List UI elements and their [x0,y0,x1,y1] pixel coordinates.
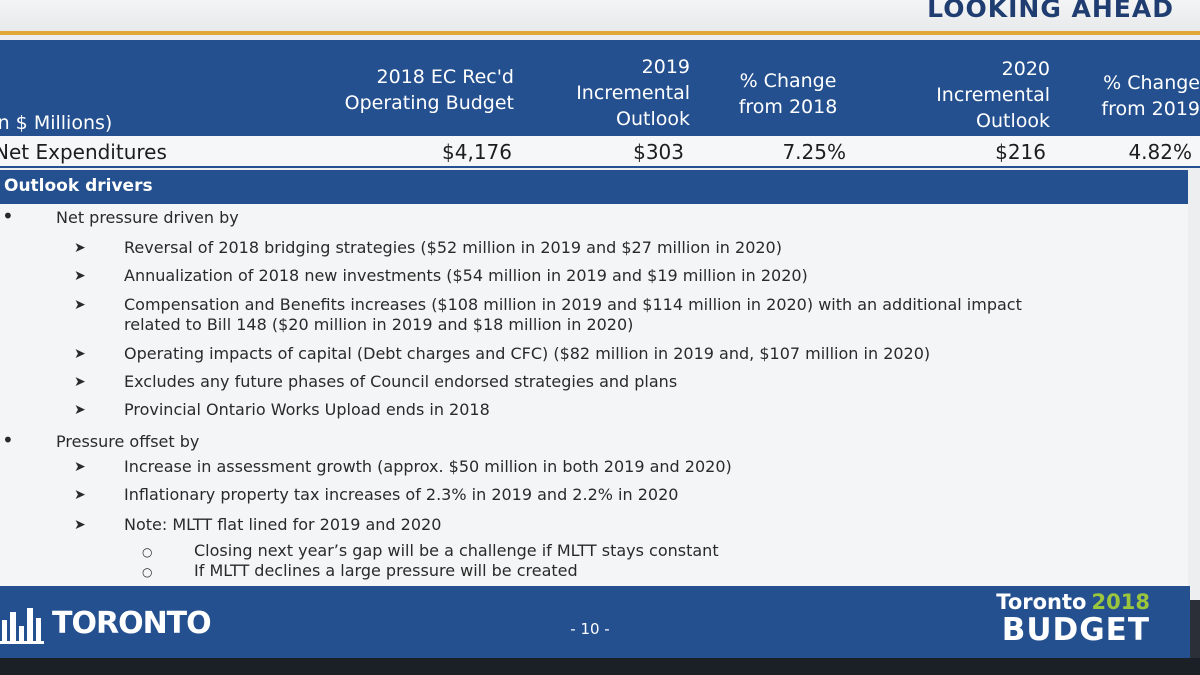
arrow-bullet-icon: ➤ [74,459,86,475]
column-header-line: % Change [739,70,837,92]
table-header: In $ Millions) 2018 EC Rec'd Operating B… [0,40,1200,136]
arrow-bullet-icon: ➤ [74,346,86,362]
drivers-header: Outlook drivers [0,170,1188,204]
logo-text: TORONTO [52,606,212,641]
toronto-logo: TORONTO [0,604,212,644]
bullet-dot-icon: • [2,204,14,228]
list-item: Annualization of 2018 new investments ($… [124,266,808,285]
arrow-bullet-icon: ➤ [74,517,86,533]
table-row: Net Expenditures $4,176 $303 7.25% $216 … [0,136,1200,168]
list-item: Operating impacts of capital (Debt charg… [124,344,931,363]
column-header-change-2019: % Change from 2019 [1068,70,1200,122]
column-header-2020-outlook: 2020 Incremental Outlook [894,56,1050,134]
units-label: In $ Millions) [0,112,113,134]
arrow-bullet-icon: ➤ [74,402,86,418]
accent-divider [0,31,1200,35]
cell-2020-outlook: $216 [995,140,1046,164]
arrow-bullet-icon: ➤ [74,240,86,256]
list-item: Reversal of 2018 bridging strategies ($5… [124,238,782,257]
list-item: Pressure offset by [56,432,200,451]
screen-edge [1190,600,1200,675]
list-item: Provincial Ontario Works Upload ends in … [124,400,490,419]
brand-word: BUDGET [1001,612,1150,648]
row-label: Net Expenditures [0,140,167,164]
column-header-line: Incremental [576,82,690,104]
list-item-continuation: related to Bill 148 ($20 million in 2019… [124,315,634,334]
screen-bezel [0,658,1200,675]
list-item: Increase in assessment growth (approx. $… [124,457,732,476]
column-header-change-2018: % Change from 2018 [718,68,858,120]
brand-city: Toronto [996,590,1087,614]
column-header-line: Incremental [936,84,1050,106]
list-item: If MLTT declines a large pressure will b… [194,561,578,580]
column-header-line: Operating Budget [344,92,514,114]
section-title: LOOKING AHEAD [927,0,1174,23]
column-header-2018-budget: 2018 EC Rec'd Operating Budget [296,64,514,116]
arrow-bullet-icon: ➤ [74,487,86,503]
budget-brand: Toronto 2018 BUDGET [950,590,1150,646]
drivers-title: Outlook drivers [4,176,153,196]
top-header-strip: LOOKING AHEAD [0,0,1200,34]
column-header-line: 2018 EC Rec'd [376,66,514,88]
list-item: Net pressure driven by [56,208,239,227]
drivers-list: • Net pressure driven by ➤ Reversal of 2… [0,204,1188,596]
list-item: Excludes any future phases of Council en… [124,372,678,391]
bullet-dot-icon: • [2,428,14,452]
cell-2019-outlook: $303 [633,140,684,164]
cell-change-2019: 4.82% [1128,140,1192,164]
column-header-line: 2019 [641,56,690,78]
column-header-line: Outlook [616,108,690,130]
arrow-bullet-icon: ➤ [74,297,86,313]
column-header-line: % Change [1103,72,1200,94]
cell-2018-budget: $4,176 [442,140,512,164]
column-header-line: from 2019 [1101,98,1200,120]
column-header-line: Outlook [976,110,1050,132]
list-item: Note: MLTT flat lined for 2019 and 2020 [124,515,442,534]
list-item: Closing next year’s gap will be a challe… [194,541,719,560]
page-number: - 10 - [570,620,610,638]
list-item: Compensation and Benefits increases ($10… [124,295,1022,314]
arrow-bullet-icon: ➤ [74,268,86,284]
list-item: Inflationary property tax increases of 2… [124,485,679,504]
column-header-2019-outlook: 2019 Incremental Outlook [534,54,690,132]
cell-change-2018: 7.25% [782,140,846,164]
column-header-line: from 2018 [738,96,838,118]
arrow-bullet-icon: ➤ [74,374,86,390]
circle-bullet-icon: ○ [142,565,153,579]
footer: TORONTO - 10 - Toronto 2018 BUDGET [0,586,1190,658]
circle-bullet-icon: ○ [142,545,153,559]
column-header-line: 2020 [1001,58,1050,80]
city-hall-icon [0,608,44,644]
brand-year: 2018 [1091,590,1150,614]
